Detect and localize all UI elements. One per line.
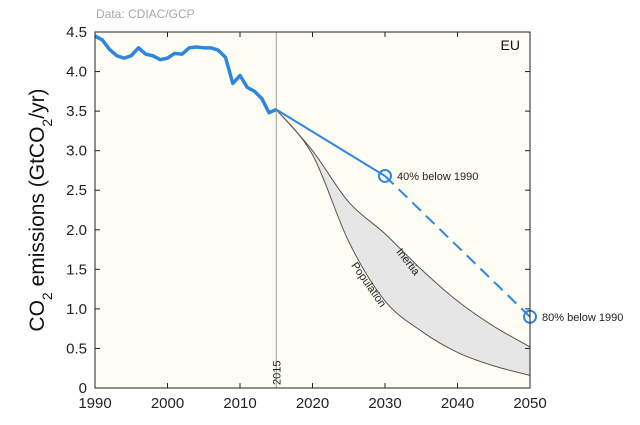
y-tick-label: 0 — [79, 380, 87, 397]
y-tick-label: 2.0 — [66, 222, 87, 239]
x-tick-label: 2030 — [368, 395, 401, 412]
region-label: EU — [501, 37, 520, 53]
y-tick-label: 4.0 — [66, 64, 87, 81]
y-tick-label: 4.5 — [66, 24, 87, 41]
x-tick-label: 2050 — [513, 395, 546, 412]
y-tick-label: 3.5 — [66, 103, 87, 120]
source-note: Data: CDIAC/GCP — [96, 7, 195, 21]
y-tick-label: 0.5 — [66, 340, 87, 357]
x-tick-label: 1990 — [78, 395, 111, 412]
x-tick-label: 2000 — [151, 395, 184, 412]
target-label-2030: 40% below 1990 — [397, 171, 478, 183]
y-axis-label: CO2 emissions (GtCO2/yr) — [26, 88, 55, 331]
target-line-2050 — [384, 175, 531, 318]
population-curve — [275, 109, 531, 376]
inertia-curve — [275, 109, 531, 348]
x-tick-label: 2010 — [223, 395, 256, 412]
y-tick-label: 1.0 — [66, 301, 87, 318]
target-line-2030 — [275, 108, 386, 177]
y-tick-label: 3.0 — [66, 143, 87, 160]
historical-emissions-line — [94, 34, 277, 115]
reference-line-label: 2015 — [271, 361, 283, 385]
target-marker-2030 — [378, 168, 392, 183]
y-tick-label: 2.5 — [66, 182, 87, 199]
scenario-band — [276, 109, 530, 376]
y-tick-label: 1.5 — [66, 261, 87, 278]
x-tick-label: 2020 — [296, 395, 329, 412]
target-label-2050: 80% below 1990 — [542, 312, 623, 324]
x-tick-label: 2040 — [441, 395, 474, 412]
